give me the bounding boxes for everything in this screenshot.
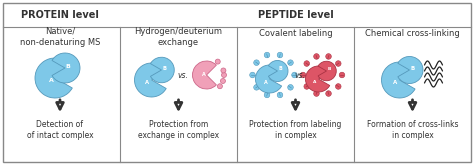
Wedge shape (192, 61, 217, 89)
Circle shape (304, 84, 310, 89)
Text: B: B (65, 64, 71, 68)
Circle shape (277, 52, 283, 58)
Wedge shape (255, 65, 282, 93)
Circle shape (264, 52, 270, 58)
Wedge shape (398, 56, 423, 83)
Text: Covalent labeling: Covalent labeling (259, 29, 332, 37)
Text: Protection from
exchange in complex: Protection from exchange in complex (138, 120, 219, 140)
Circle shape (254, 60, 259, 66)
Circle shape (304, 61, 310, 66)
Circle shape (314, 91, 319, 96)
Circle shape (336, 84, 341, 89)
Circle shape (336, 61, 341, 66)
Circle shape (215, 59, 220, 64)
Circle shape (288, 84, 293, 90)
Text: vs.: vs. (294, 70, 305, 80)
Circle shape (221, 72, 227, 78)
Circle shape (339, 72, 345, 78)
Circle shape (326, 91, 331, 96)
Wedge shape (382, 62, 415, 98)
Wedge shape (318, 61, 336, 81)
Circle shape (220, 79, 226, 83)
Circle shape (250, 72, 255, 78)
Circle shape (300, 72, 306, 78)
Text: B: B (163, 66, 166, 70)
Text: vs.: vs. (177, 70, 188, 80)
Wedge shape (150, 57, 174, 83)
Text: A: A (313, 80, 316, 84)
Text: A: A (264, 80, 267, 84)
Circle shape (292, 72, 297, 78)
Circle shape (326, 54, 331, 59)
Circle shape (254, 84, 259, 90)
Wedge shape (52, 53, 80, 83)
Wedge shape (268, 61, 288, 82)
Text: B: B (410, 66, 415, 70)
Circle shape (221, 68, 226, 73)
Text: B: B (279, 66, 283, 71)
Wedge shape (306, 66, 330, 92)
Wedge shape (135, 63, 166, 97)
Text: PEPTIDE level: PEPTIDE level (258, 10, 333, 20)
Circle shape (288, 60, 293, 66)
Text: Native/
non-denaturing MS: Native/ non-denaturing MS (20, 27, 100, 47)
Text: B: B (328, 67, 331, 71)
Text: PROTEIN level: PROTEIN level (21, 10, 99, 20)
Text: Detection of
of intact complex: Detection of of intact complex (27, 120, 93, 140)
Circle shape (264, 92, 270, 98)
Text: A: A (201, 72, 205, 78)
Circle shape (314, 54, 319, 59)
Text: A: A (393, 81, 398, 85)
Circle shape (277, 92, 283, 98)
Text: A: A (48, 79, 54, 83)
Circle shape (218, 84, 222, 89)
Text: Protection from labeling
in complex: Protection from labeling in complex (249, 120, 342, 140)
Wedge shape (35, 58, 73, 98)
Text: Chemical cross-linking: Chemical cross-linking (365, 29, 460, 37)
Text: A: A (146, 81, 150, 85)
Text: Hydrogen/deuterium
exchange: Hydrogen/deuterium exchange (135, 27, 222, 47)
Text: Formation of cross-links
in complex: Formation of cross-links in complex (367, 120, 458, 140)
